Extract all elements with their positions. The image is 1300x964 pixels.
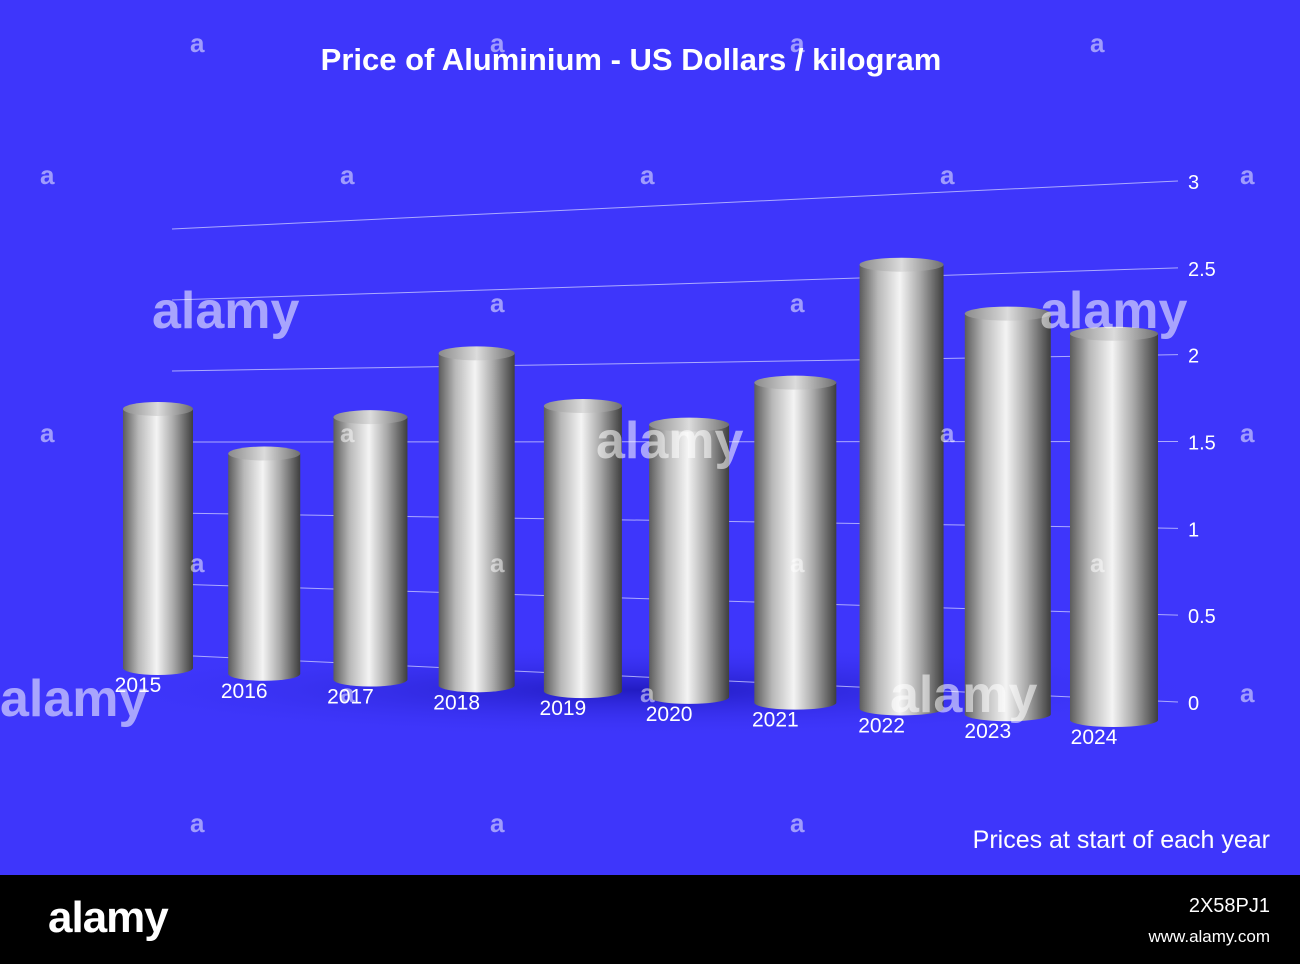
- bar-2021: [754, 382, 837, 710]
- bar-2020: [649, 424, 730, 704]
- y-tick-label: 0.5: [1188, 606, 1216, 628]
- footer-bar: alamy 2X58PJ1 www.alamy.com: [0, 875, 1300, 964]
- watermark-mark: a: [190, 548, 205, 578]
- x-tick-label: 2016: [221, 680, 268, 703]
- watermark-mark: a: [340, 418, 355, 448]
- chart-footnote: Prices at start of each year: [972, 826, 1270, 854]
- y-tick-label: 2.5: [1188, 259, 1216, 281]
- watermark-mark: a: [190, 808, 205, 838]
- bar-2019: [543, 406, 622, 699]
- chart-area: 0 0.5 1 1.5 2 2.5 3 2015 2016 2017 2018 2019 2020 202…: [0, 28, 1270, 854]
- bar-2022: [859, 264, 944, 716]
- y-tick-label: 1: [1188, 519, 1199, 541]
- bar-cap: [543, 399, 622, 414]
- x-tick-label: 2022: [858, 714, 905, 737]
- bar-2018: [438, 353, 515, 693]
- bar-cap: [859, 257, 944, 272]
- bar-cap: [964, 306, 1051, 321]
- footer-url: www.alamy.com: [1148, 927, 1270, 946]
- watermark-mark: a: [490, 548, 505, 578]
- y-tick-label: 1.5: [1188, 433, 1216, 455]
- y-tick-label: 0: [1188, 693, 1199, 715]
- x-tick-label: 2015: [115, 674, 162, 697]
- x-tick-label: 2017: [327, 686, 374, 709]
- x-tick-label: 2024: [1071, 726, 1118, 749]
- watermark-mark: a: [340, 160, 355, 190]
- bar-2024: [1070, 333, 1158, 727]
- watermark-text: alamy: [1040, 282, 1188, 340]
- watermark-mark: a: [790, 808, 805, 838]
- watermark-text: alamy: [152, 282, 300, 340]
- watermark-mark: a: [490, 28, 505, 58]
- footer-logo: alamy: [48, 893, 169, 942]
- bar-2017: [333, 417, 408, 687]
- watermark-mark: a: [1090, 28, 1105, 58]
- bar-cap: [123, 401, 193, 416]
- x-tick-label: 2021: [752, 709, 799, 732]
- chart-canvas: 0 0.5 1 1.5 2 2.5 3 2015 2016 2017 2018 2019 2020 202…: [0, 28, 1255, 838]
- bar-2015: [123, 408, 193, 675]
- watermark-mark: a: [790, 548, 805, 578]
- watermark-mark: a: [40, 160, 55, 190]
- bar-cap: [438, 346, 515, 361]
- watermark-mark: a: [40, 418, 55, 448]
- watermark-mark: a: [340, 678, 355, 708]
- watermark-mark: a: [940, 160, 955, 190]
- image-id: 2X58PJ1: [1188, 895, 1270, 917]
- watermark-text: alamy: [596, 412, 744, 470]
- watermark-mark: a: [1090, 548, 1105, 578]
- bar-cap: [333, 410, 408, 425]
- y-tick-label: 2: [1188, 346, 1199, 368]
- bar-2023: [964, 313, 1051, 722]
- x-tick-label: 2018: [433, 691, 480, 714]
- watermark-text: alamy: [0, 670, 148, 728]
- watermark-mark: a: [190, 28, 205, 58]
- watermark-mark: a: [640, 160, 655, 190]
- watermark-mark: a: [790, 28, 805, 58]
- gridline: [171, 180, 1179, 230]
- x-tick-label: 2019: [540, 697, 587, 720]
- watermark-text: alamy: [890, 666, 1038, 724]
- bar-cap: [754, 375, 837, 390]
- watermark-mark: a: [640, 678, 655, 708]
- watermark-mark: a: [940, 418, 955, 448]
- bar-cap: [1070, 326, 1158, 341]
- watermark-mark: a: [790, 288, 805, 318]
- bar-2016: [228, 453, 301, 681]
- gridline: [171, 267, 1179, 301]
- watermark-mark: a: [1240, 160, 1255, 190]
- chart-title: Price of Aluminium - US Dollars / kilogr…: [320, 42, 942, 77]
- bar-cap: [649, 417, 730, 432]
- watermark-mark: a: [490, 288, 505, 318]
- x-tick-label: 2020: [646, 703, 693, 726]
- bar-cap: [228, 446, 301, 461]
- y-tick-label: 3: [1188, 172, 1199, 194]
- watermark-mark: a: [1240, 418, 1255, 448]
- x-tick-label: 2023: [964, 720, 1011, 743]
- watermark-mark: a: [1240, 678, 1255, 708]
- watermark-mark: a: [490, 808, 505, 838]
